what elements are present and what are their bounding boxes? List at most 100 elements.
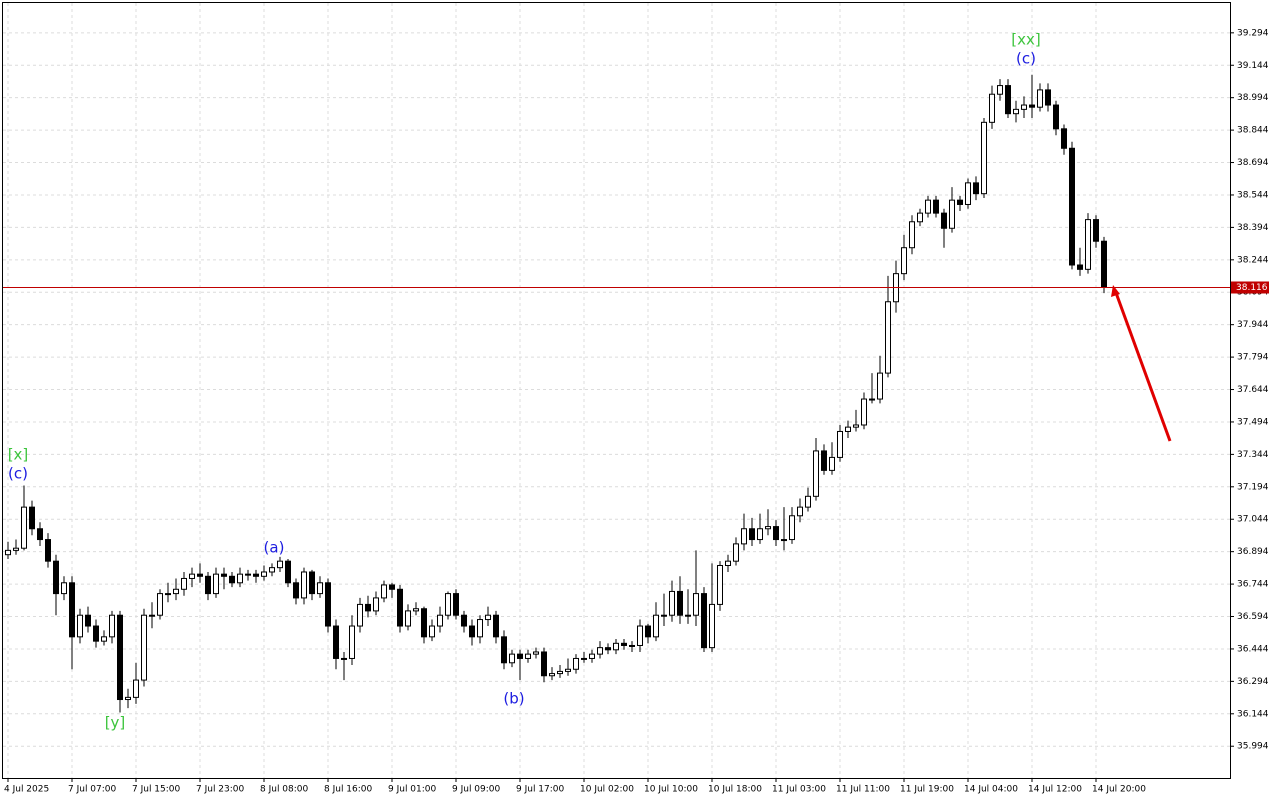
candle-body bbox=[221, 573, 227, 577]
candle-body bbox=[541, 651, 547, 677]
y-tick-label: 37.644 bbox=[1237, 385, 1269, 395]
y-tick-label: 36.294 bbox=[1237, 677, 1269, 687]
candle-body bbox=[157, 593, 163, 616]
candle-body bbox=[757, 528, 763, 541]
candle-body bbox=[125, 696, 131, 701]
x-tick-label: 11 Jul 19:00 bbox=[900, 785, 954, 795]
candle-body bbox=[181, 577, 187, 590]
candle-body bbox=[1013, 108, 1019, 115]
candle-body bbox=[725, 560, 731, 566]
candle-body bbox=[293, 582, 299, 599]
candle-body bbox=[605, 647, 611, 651]
x-tick-label: 7 Jul 15:00 bbox=[132, 785, 181, 795]
candle-body bbox=[829, 456, 835, 471]
candle-body bbox=[573, 657, 579, 670]
candle-body bbox=[693, 593, 699, 616]
candle-body bbox=[597, 647, 603, 655]
wave-label: [x] bbox=[8, 446, 29, 464]
candle-body bbox=[861, 398, 867, 426]
candle-body bbox=[501, 636, 507, 664]
candle-body bbox=[741, 528, 747, 545]
y-tick-label: 36.594 bbox=[1237, 612, 1269, 622]
candle-body bbox=[661, 614, 667, 617]
candle-body bbox=[925, 199, 931, 214]
candle-body bbox=[213, 573, 219, 595]
x-tick-label: 7 Jul 23:00 bbox=[196, 785, 245, 795]
candle-body bbox=[773, 526, 779, 541]
forecast-arrowhead bbox=[1111, 285, 1120, 297]
candle-body bbox=[29, 506, 35, 530]
candle-body bbox=[989, 93, 995, 123]
candle-body bbox=[77, 614, 83, 638]
candle-body bbox=[933, 199, 939, 214]
candle-body bbox=[277, 560, 283, 569]
candle-body bbox=[613, 642, 619, 651]
candle-body bbox=[461, 614, 467, 627]
candle-body bbox=[821, 450, 827, 471]
candle-body bbox=[1053, 104, 1059, 130]
candle-body bbox=[261, 571, 267, 577]
candle-body bbox=[877, 372, 883, 400]
candle-body bbox=[1101, 240, 1107, 288]
y-tick-label: 37.344 bbox=[1237, 450, 1269, 460]
candle-body bbox=[101, 636, 107, 642]
candle-body bbox=[885, 301, 891, 374]
candle-body bbox=[485, 614, 491, 621]
plot-frame bbox=[2, 2, 1231, 779]
current-price-box bbox=[1231, 281, 1269, 294]
candle-body bbox=[845, 426, 851, 432]
candle-body bbox=[909, 221, 915, 249]
y-tick-label: 38.544 bbox=[1237, 190, 1269, 200]
candle-body bbox=[533, 651, 539, 655]
candle-body bbox=[301, 571, 307, 599]
candle-body bbox=[717, 564, 723, 605]
candle-body bbox=[5, 549, 11, 556]
y-tick-label: 39.294 bbox=[1237, 28, 1269, 38]
candle-body bbox=[781, 539, 787, 542]
y-tick-label: 35.994 bbox=[1237, 742, 1269, 752]
candle-body bbox=[789, 515, 795, 541]
candle-body bbox=[1069, 147, 1075, 266]
candle-body bbox=[965, 182, 971, 205]
candle-body bbox=[581, 657, 587, 660]
candle-body bbox=[413, 608, 419, 612]
y-tick-label: 37.944 bbox=[1237, 320, 1269, 330]
x-tick-label: 9 Jul 09:00 bbox=[452, 785, 501, 795]
candle-body bbox=[389, 584, 395, 590]
candle-body bbox=[1085, 219, 1091, 270]
candle-body bbox=[837, 430, 843, 458]
candle-body bbox=[381, 584, 387, 599]
y-tick-label: 38.394 bbox=[1237, 223, 1269, 233]
candle-body bbox=[13, 547, 19, 551]
candle-body bbox=[709, 603, 715, 649]
grid bbox=[3, 3, 1234, 782]
x-tick-label: 11 Jul 11:00 bbox=[836, 785, 890, 795]
wave-label: (b) bbox=[503, 690, 524, 708]
candle-body bbox=[437, 614, 443, 627]
candle-body bbox=[525, 653, 531, 659]
forecast-arrow bbox=[1113, 289, 1172, 442]
candle-body bbox=[957, 199, 963, 205]
candle-body bbox=[165, 593, 171, 596]
candle-body bbox=[397, 588, 403, 627]
candle-body bbox=[349, 625, 355, 659]
candle-body bbox=[733, 543, 739, 562]
x-tick-label: 7 Jul 07:00 bbox=[68, 785, 117, 795]
candle-body bbox=[701, 593, 707, 649]
candle-body bbox=[973, 182, 979, 195]
candle-body bbox=[309, 571, 315, 595]
candle-body bbox=[93, 625, 99, 642]
x-tick-label: 14 Jul 04:00 bbox=[964, 785, 1018, 795]
candle-body bbox=[869, 398, 875, 401]
candle-body bbox=[917, 212, 923, 223]
candle-body bbox=[317, 582, 323, 595]
candle-body bbox=[253, 573, 259, 577]
x-tick-label: 14 Jul 12:00 bbox=[1028, 785, 1082, 795]
y-tick-label: 38.244 bbox=[1237, 255, 1269, 265]
wave-label: (a) bbox=[264, 539, 285, 557]
candle-body bbox=[509, 653, 515, 664]
candle-body bbox=[493, 614, 499, 638]
candle-body bbox=[469, 625, 475, 638]
x-tick-label: 11 Jul 03:00 bbox=[772, 785, 826, 795]
